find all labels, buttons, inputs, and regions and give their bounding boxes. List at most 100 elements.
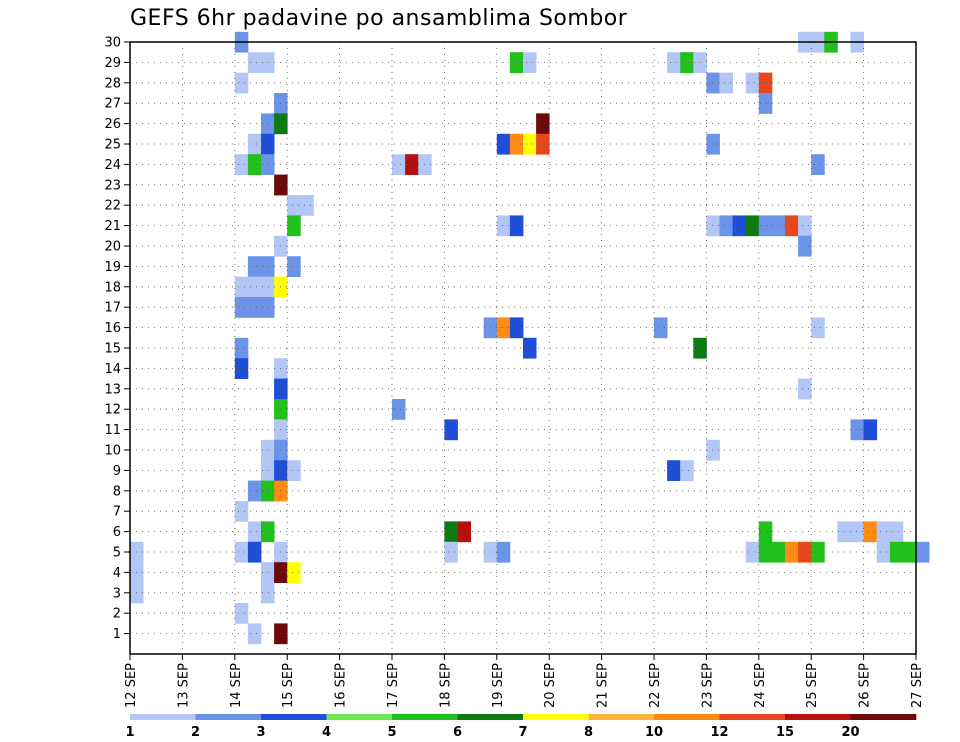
y-tick-label: 8 [113,484,121,499]
ensemble-cell [758,93,773,114]
ensemble-cell [287,195,301,216]
y-tick-label: 17 [104,301,121,316]
ensemble-cell [745,541,760,563]
ensemble-cell [889,521,904,543]
y-tick-label: 11 [104,423,121,438]
ensemble-cell [902,541,917,563]
y-tick-label: 6 [113,525,121,540]
ensemble-cell [876,541,891,563]
ensemble-cell [247,133,262,155]
ensemble-cell [234,276,249,298]
colorbar-segment [261,714,327,720]
colorbar-label: 12 [710,725,728,740]
ensemble-cell [785,541,799,563]
y-tick-label: 9 [113,464,121,479]
x-tick-label: 12 SEP [124,663,139,708]
x-tick-label: 14 SEP [229,663,244,708]
ensemble-cell [758,521,773,543]
y-tick-label: 4 [113,566,121,581]
ensemble-cell [247,541,262,563]
ensemble-cell [261,297,275,318]
ensemble-cell [392,399,406,420]
ensemble-cell [811,541,825,563]
colorbar-segment [326,714,393,720]
x-tick-label: 19 SEP [491,663,506,708]
ensemble-cell [457,521,471,543]
ensemble-cell [234,541,249,563]
ensemble-cell [444,541,458,563]
y-tick-label: 28 [104,76,121,91]
ensemble-cell [300,195,314,216]
ensemble-cell [247,297,262,318]
colorbar-label: 6 [453,725,462,740]
colorbar-label: 8 [584,725,593,740]
ensemble-cell [392,154,406,175]
colorbar-segment [195,714,262,720]
x-tick-label: 16 SEP [334,663,349,708]
ensemble-cell [247,154,262,175]
colorbar-label: 5 [387,725,396,740]
colorbar-label: 3 [256,725,265,740]
axes: 1234567891011121314151617181920212223242… [104,36,925,708]
ensemble-cell [496,133,511,155]
ensemble-cell [496,541,511,563]
ensemble-cell [745,215,760,237]
x-tick-label: 17 SEP [386,663,401,708]
y-tick-label: 7 [113,505,121,520]
colorbar-label: 15 [776,725,794,740]
ensemble-cell [523,52,537,73]
ensemble-cell [247,521,262,543]
y-tick-label: 13 [104,382,121,397]
y-tick-label: 26 [104,117,121,132]
ensemble-cell [234,297,249,318]
ensemble-cell [509,215,524,237]
ensemble-cell [811,154,825,175]
ensemble-cell [444,419,458,441]
y-tick-label: 24 [104,158,121,173]
ensemble-cell [234,72,249,94]
ensemble-cell [889,541,904,563]
ensemble-cell [798,541,812,563]
y-tick-label: 3 [113,586,121,601]
ensemble-cell [261,521,275,543]
ensemble-cell [523,133,537,155]
grid-lines [130,41,916,654]
y-tick-label: 18 [104,280,121,295]
ensemble-cell [798,235,812,257]
ensemble-cell [287,215,301,237]
x-tick-label: 18 SEP [438,663,453,708]
ensemble-cell [706,72,720,94]
colorbar-label: 4 [322,725,331,740]
ensemble-cell [261,480,275,502]
y-tick-label: 10 [104,444,121,459]
ensemble-cell [234,603,249,624]
ensemble-cell [261,582,275,604]
colorbar-label: 7 [518,725,527,740]
y-tick-label: 19 [104,260,121,275]
ensemble-cell [667,52,681,73]
ensemble-cell [509,52,524,73]
ensemble-cell [785,215,799,237]
ensemble-cell [706,215,720,237]
y-tick-label: 1 [113,627,121,642]
ensemble-cell [811,317,825,339]
ensemble-cell [509,317,524,339]
y-tick-label: 30 [104,36,121,51]
ensemble-cell [758,72,773,94]
ensemble-cell [261,460,275,481]
ensemble-cell [798,215,812,237]
ensemble-cell [654,317,668,339]
ensemble-cell [247,480,262,502]
ensemble-cell [261,133,275,155]
ensemble-cell [287,562,301,583]
ensemble-cell [719,72,733,94]
x-tick-label: 13 SEP [176,663,191,708]
y-tick-label: 21 [104,219,121,234]
ensemble-cell [287,256,301,277]
chart-title: GEFS 6hr padavine po ansamblima Sombor [130,6,628,31]
ensemble-cell [234,337,249,359]
ensemble-cell [706,439,720,461]
colorbar-segment [850,714,917,720]
colorbar-segment [719,714,786,720]
